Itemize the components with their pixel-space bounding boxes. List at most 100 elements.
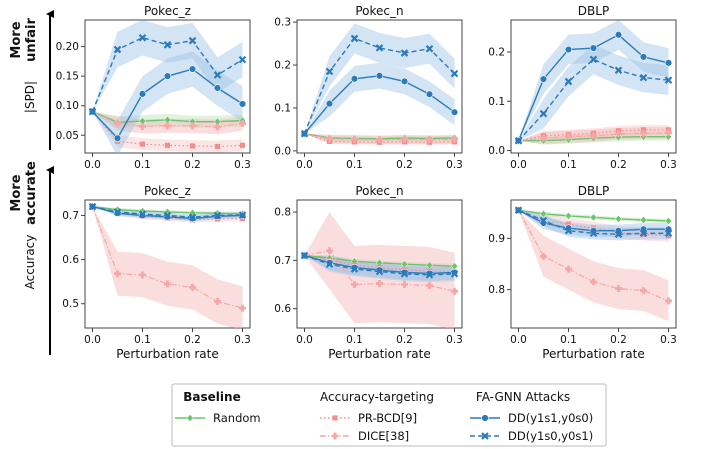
point-prbcd: [665, 233, 672, 239]
point-dice: [640, 287, 647, 295]
point-random: [664, 132, 673, 141]
point-dd1: [425, 90, 434, 98]
legend: Baseline Random Accuracy-targeting PR-BCD[9…: [171, 383, 607, 447]
point-prbcd: [214, 143, 221, 150]
legend-entry-label: DICE[38]: [358, 429, 409, 443]
point-random: [539, 209, 548, 218]
legend-group-title: Accuracy-targeting: [320, 390, 434, 404]
chart-panel-3: DBLP 0.0 0.1 0.2 0.3 0.0 0.1 0.2: [488, 4, 677, 171]
point-dd2: [325, 67, 334, 76]
y-tick-label: 0.9: [488, 233, 505, 245]
x-tick-label: 0.0: [84, 159, 101, 171]
point-dice: [189, 283, 197, 291]
plot-area: [296, 19, 463, 154]
point-dd2: [300, 251, 309, 260]
top-metric-label: |SPD|: [23, 81, 37, 113]
y-tick-label: 0.1: [274, 102, 291, 114]
x-tick-label: 0.2: [610, 159, 627, 171]
point-random: [589, 213, 598, 222]
bottom-quality-label: accurate: [24, 161, 39, 225]
point-prbcd: [164, 142, 171, 148]
point-dice: [665, 297, 672, 305]
point-dice: [351, 135, 358, 143]
point-dice: [451, 135, 458, 143]
y-tick-label: 0.8: [274, 207, 291, 219]
point-dd2: [325, 260, 334, 269]
point-dd2: [564, 226, 573, 235]
point-dd2: [639, 73, 648, 82]
x-tick-label: 0.2: [396, 159, 413, 171]
point-dd2: [514, 206, 523, 215]
point-dd1: [450, 108, 459, 116]
plot-area: [84, 19, 251, 154]
band-dice: [518, 210, 669, 322]
point-prbcd: [565, 221, 572, 227]
y-tick-label: 0.15: [56, 71, 79, 83]
point-dd1: [639, 53, 648, 61]
legend-frame: [171, 383, 607, 447]
point-dice: [451, 287, 458, 295]
point-dd2: [188, 36, 197, 45]
point-dd2: [113, 45, 122, 54]
x-tick-label: 0.0: [296, 159, 313, 171]
point-dd1: [238, 100, 247, 108]
x-axis-label: Perturbation rate: [328, 347, 431, 361]
point-dd2: [213, 71, 222, 79]
x-tick-label: 0.0: [84, 334, 101, 346]
point-dd2: [375, 44, 384, 52]
point-dice: [376, 136, 383, 144]
x-tick-label: 0.0: [296, 334, 313, 346]
point-dd2: [88, 107, 97, 116]
panel-title: DBLP: [578, 184, 609, 198]
point-dice: [665, 129, 672, 137]
legend-swatch-marker: [331, 432, 339, 440]
x-tick-label: 0.2: [184, 334, 201, 346]
point-dd1: [325, 99, 334, 108]
point-dice: [139, 122, 147, 130]
point-dice: [214, 123, 222, 131]
panel-title: DBLP: [578, 4, 609, 18]
x-tick-label: 0.0: [510, 334, 527, 346]
point-dd2: [425, 44, 434, 53]
y-tick-label: 0.5: [62, 298, 79, 310]
point-dice: [351, 281, 358, 289]
point-dd2: [188, 213, 197, 221]
point-dd2: [138, 33, 147, 42]
point-random: [639, 215, 648, 224]
x-tick-label: 0.1: [134, 159, 151, 171]
y-tick-label: 0.1: [488, 96, 505, 108]
point-dd2: [113, 208, 122, 216]
point-dd2: [450, 270, 459, 278]
y-tick-label: 0.2: [488, 47, 505, 59]
point-dd1: [113, 134, 122, 142]
point-random: [664, 217, 673, 225]
point-dd2: [589, 229, 598, 238]
point-dice: [164, 280, 172, 288]
point-dice: [426, 281, 433, 289]
legend-group-title: FA-GNN Attacks: [476, 390, 570, 404]
point-dd2: [589, 55, 598, 64]
y-tick-label: 0.6: [62, 254, 79, 266]
chart-panel-6: DBLP 0.0 0.1 0.2 0.3 0.8 0.9 Perturbation rate: [488, 184, 677, 361]
band-dd2: [518, 44, 669, 141]
point-dd1: [564, 45, 573, 54]
point-dd2: [213, 211, 222, 220]
chart-panel-2: Pokec_n 0.0 0.1 0.2 0.3 0.0 0.1 0.2 0.3: [274, 4, 463, 171]
legend-swatch-marker: [186, 414, 194, 422]
x-tick-label: 0.2: [610, 334, 627, 346]
legend-entry-label: DD(y1s1,y0s0): [508, 411, 593, 425]
point-dd2: [238, 211, 247, 219]
y-tick-label: 0.6: [274, 303, 291, 315]
band-dice: [92, 206, 243, 328]
legend-entry-label: DD(y1s0,y0s1): [508, 429, 593, 443]
point-dd2: [539, 216, 548, 225]
point-prbcd: [239, 142, 246, 148]
x-tick-label: 0.1: [134, 334, 151, 346]
point-dd1: [664, 59, 673, 67]
band-dd1: [518, 20, 669, 141]
point-dd2: [639, 229, 648, 238]
point-dd1: [350, 75, 359, 83]
x-tick-label: 0.1: [346, 334, 363, 346]
y-tick-label: 0.05: [56, 130, 79, 142]
